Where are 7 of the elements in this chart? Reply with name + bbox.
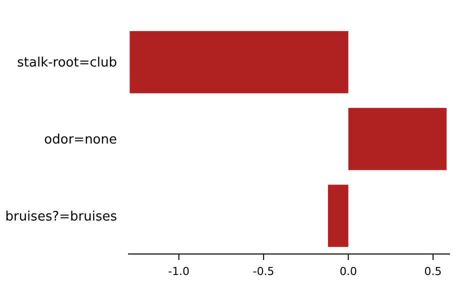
- y-tick-label: stalk-root=club: [17, 56, 117, 71]
- x-tick-label: -1.0: [168, 265, 190, 278]
- x-tick-label: 0.5: [424, 265, 442, 278]
- y-tick-label: bruises?=bruises: [5, 209, 118, 224]
- y-tick-label: odor=none: [44, 132, 117, 148]
- x-tick-label: 0.0: [340, 265, 358, 278]
- x-tick-label: -0.5: [252, 265, 274, 278]
